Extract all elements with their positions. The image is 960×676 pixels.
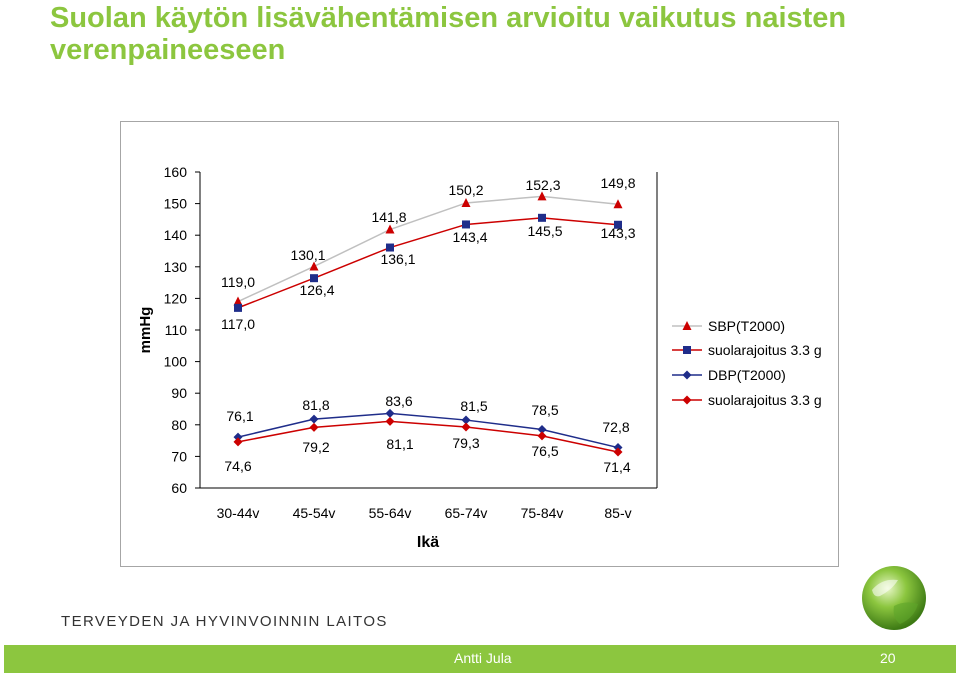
- series-2: [233, 408, 623, 453]
- legend-marker: [682, 370, 692, 380]
- dbp-reduced-marker: [385, 416, 395, 426]
- data-label: 117,0: [221, 316, 255, 332]
- x-tick-label: 65-74v: [445, 505, 488, 521]
- dbp-reduced-line: [237, 420, 619, 453]
- data-label: 119,0: [221, 274, 255, 290]
- data-label: 71,4: [603, 459, 630, 475]
- sbp-reduced-marker: [462, 220, 470, 229]
- globe-logo: [862, 566, 926, 630]
- dbp-marker: [461, 415, 471, 425]
- data-label: 150,2: [448, 182, 483, 198]
- data-label: 79,3: [452, 435, 479, 451]
- dbp-reduced-marker: [537, 431, 547, 441]
- chart-legend: SBP(T2000) suolarajoitus 3.3 g DBP(T2000) s…: [672, 318, 822, 408]
- data-label: 83,6: [385, 393, 412, 409]
- data-label: 145,5: [527, 223, 562, 239]
- data-label: 76,5: [531, 443, 558, 459]
- y-tick-label: 140: [164, 227, 188, 243]
- dbp-marker: [385, 408, 395, 418]
- chart-axes: 60 70 80 90 100 110 120 130 140 150 160 30-44v 45-54…: [164, 164, 658, 521]
- legend-label: suolarajoitus 3.3 g: [708, 342, 822, 358]
- organization-name: TERVEYDEN JA HYVINVOINNIN LAITOS: [61, 613, 388, 630]
- y-tick-label: 80: [171, 417, 187, 433]
- sbp-marker: [613, 199, 623, 209]
- data-label: 149,8: [600, 175, 635, 191]
- y-tick-label: 160: [164, 164, 188, 180]
- legend-marker: [683, 346, 691, 354]
- y-tick-label: 150: [164, 196, 188, 212]
- slide-title: Suolan käytön lisävähentämisen arvioitu …: [50, 2, 847, 66]
- sbp-reduced-marker: [614, 220, 622, 229]
- sbp-reduced-marker: [234, 303, 242, 312]
- dbp-line: [237, 412, 619, 449]
- sbp-line: [237, 195, 619, 303]
- x-tick-label: 30-44v: [217, 505, 260, 521]
- dbp-reduced-marker: [461, 422, 471, 432]
- sbp-marker: [461, 197, 471, 207]
- legend-label: SBP(T2000): [708, 318, 785, 334]
- chart-series: [233, 191, 623, 457]
- sbp-reduced-line: [237, 217, 619, 309]
- dbp-marker: [233, 432, 243, 442]
- dbp-marker: [309, 414, 319, 424]
- series-0: [233, 191, 623, 306]
- data-label: 81,8: [302, 397, 329, 413]
- series-1: [234, 213, 622, 312]
- data-label: 141,8: [371, 209, 406, 225]
- legend-marker: [682, 395, 692, 405]
- sbp-marker: [385, 224, 395, 234]
- legend-marker: [682, 321, 692, 330]
- sbp-marker: [233, 296, 243, 306]
- sbp-reduced-marker: [538, 213, 546, 222]
- y-tick-label: 60: [171, 480, 187, 496]
- page-number: 20: [880, 650, 896, 666]
- data-label: 76,1: [226, 408, 253, 424]
- data-label: 81,5: [460, 398, 487, 414]
- dbp-reduced-marker: [309, 422, 319, 432]
- chart-frame: [120, 121, 839, 567]
- data-label: 136,1: [380, 251, 415, 267]
- data-label: 130,1: [290, 247, 325, 263]
- sbp-reduced-marker: [386, 243, 394, 252]
- y-tick-label: 120: [164, 290, 188, 306]
- dbp-marker: [537, 425, 547, 435]
- sbp-marker: [537, 191, 547, 201]
- legend-label: suolarajoitus 3.3 g: [708, 392, 822, 408]
- x-axis-label: Ikä: [417, 534, 439, 551]
- data-label: 72,8: [602, 419, 629, 435]
- series-3: [233, 416, 623, 457]
- footer-bar: [4, 645, 956, 673]
- sbp-marker: [309, 261, 319, 271]
- data-label: 143,4: [452, 229, 487, 245]
- data-label: 143,3: [600, 225, 635, 241]
- y-tick-label: 100: [164, 354, 188, 370]
- y-tick-label: 130: [164, 259, 188, 275]
- data-label: 81,1: [386, 436, 413, 452]
- dbp-reduced-marker: [613, 447, 623, 457]
- x-tick-label: 45-54v: [293, 505, 336, 521]
- legend-label: DBP(T2000): [708, 367, 786, 383]
- y-tick-label: 90: [171, 385, 187, 401]
- dbp-reduced-marker: [233, 437, 243, 447]
- y-tick-label: 110: [165, 322, 188, 338]
- y-tick-label: 70: [171, 448, 187, 464]
- data-label: 126,4: [299, 282, 334, 298]
- x-tick-label: 85-v: [604, 505, 631, 521]
- sbp-reduced-marker: [310, 274, 318, 283]
- chart-data-labels: 119,0 130,1 141,8 150,2 152,3 149,8 117,0 126,4…: [221, 175, 636, 475]
- data-label: 78,5: [531, 402, 558, 418]
- data-label: 79,2: [302, 439, 329, 455]
- x-tick-label: 55-64v: [369, 505, 412, 521]
- x-tick-label: 75-84v: [521, 505, 564, 521]
- data-label: 152,3: [525, 177, 560, 193]
- footer-author: Antti Jula: [454, 650, 512, 666]
- data-label: 74,6: [224, 458, 251, 474]
- y-axis-label: mmHg: [137, 307, 154, 354]
